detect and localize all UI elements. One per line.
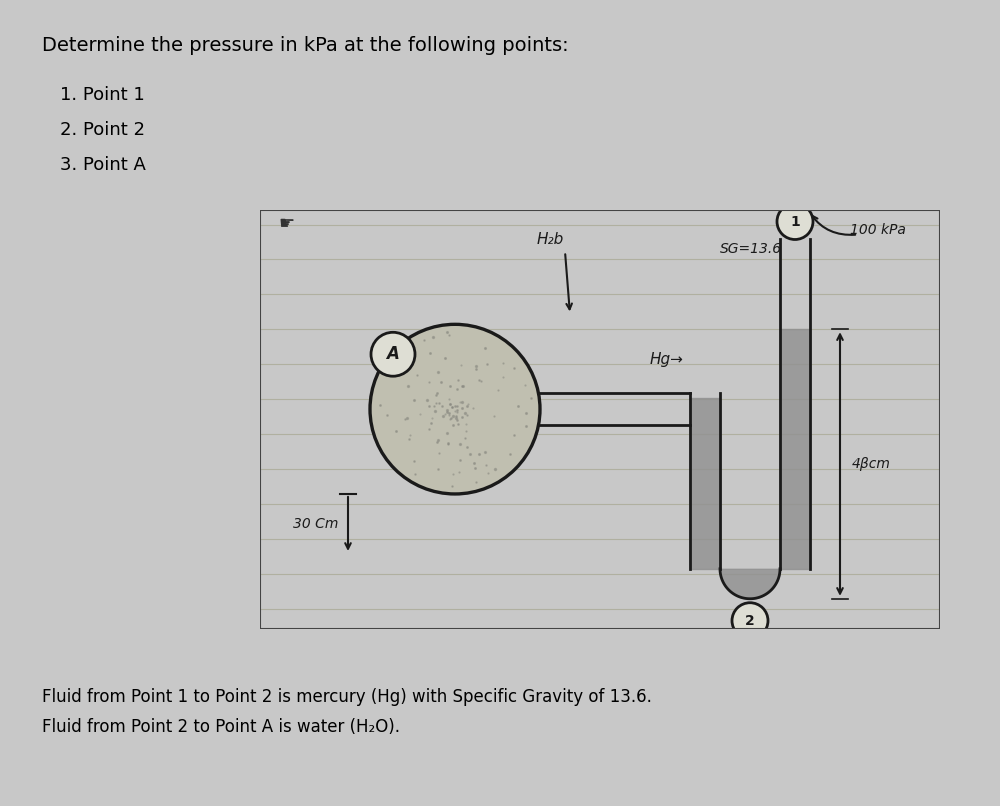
Text: A: A [387,345,399,364]
Text: 30 Cm: 30 Cm [293,517,338,531]
Text: 1: 1 [790,214,800,229]
Text: Fluid from Point 1 to Point 2 is mercury (Hg) with Specific Gravity of 13.6.: Fluid from Point 1 to Point 2 is mercury… [42,688,652,706]
Circle shape [370,324,540,494]
Text: 2. Point 2: 2. Point 2 [60,121,145,139]
Text: Hg→: Hg→ [650,351,684,367]
Text: 4βcm: 4βcm [852,457,891,471]
Circle shape [371,332,415,376]
Circle shape [732,603,768,638]
Text: Determine the pressure in kPa at the following points:: Determine the pressure in kPa at the fol… [42,36,569,55]
Text: SG=13.6: SG=13.6 [720,243,782,256]
Text: 3. Point A: 3. Point A [60,156,146,174]
Text: Fluid from Point 2 to Point A is water (H₂O).: Fluid from Point 2 to Point A is water (… [42,718,400,736]
Text: 100 kPa: 100 kPa [850,222,906,236]
Text: 1. Point 1: 1. Point 1 [60,86,145,104]
Circle shape [777,204,813,239]
Text: H₂b: H₂b [536,232,564,247]
Text: ☛: ☛ [278,215,294,234]
Text: 2: 2 [745,613,755,628]
